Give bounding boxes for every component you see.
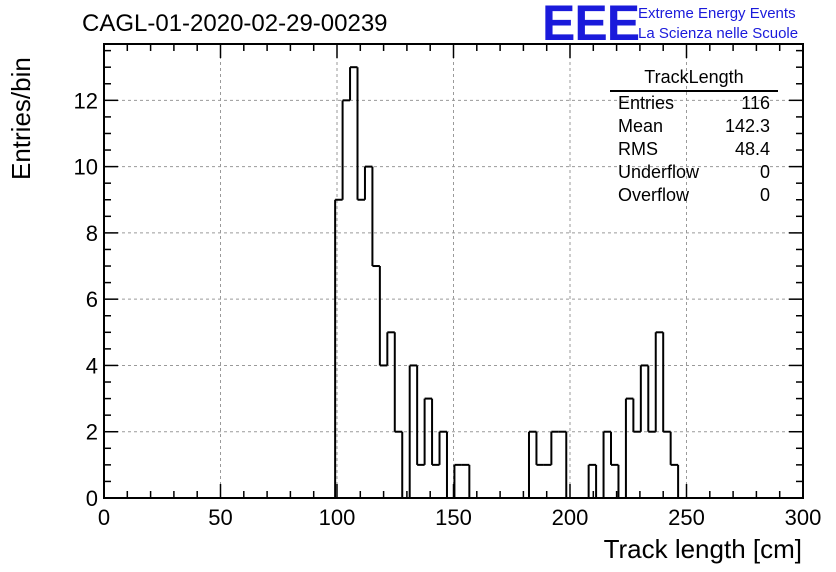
stats-row: Entries 116 [610,92,778,115]
stats-label: Overflow [618,185,690,205]
stats-row: Mean 142.3 [610,115,778,138]
logo-mark: EEE [542,0,640,51]
stats-value: 142.3 [724,116,770,136]
stats-label: Mean [618,116,664,136]
stats-row: Overflow 0 [610,184,778,207]
stats-title: TrackLength [610,67,778,92]
stats-label: Entries [618,93,675,113]
stats-value: 0 [759,162,770,182]
y-tick-label: 2 [86,420,98,445]
x-axis-title: Track length [cm] [603,534,802,564]
stats-box: TrackLength Entries 116 Mean 142.3 RMS 4… [610,67,778,207]
x-tick-label: 300 [785,505,822,530]
x-tick-label: 200 [552,505,589,530]
logo-line-2: La Scienza nelle Scuole [638,25,799,42]
stats-value: 116 [741,93,770,113]
x-tick-label: 150 [435,505,472,530]
y-tick-label: 6 [86,287,98,312]
y-tick-label: 8 [86,221,98,246]
stats-value: 0 [759,185,770,205]
x-tick-label: 50 [208,505,232,530]
stats-row: RMS 48.4 [610,138,778,161]
plot-title: CAGL-01-2020-02-29-00239 [82,10,388,37]
stats-row: Underflow 0 [610,161,778,184]
y-tick-label: 4 [86,353,98,378]
stats-label: Underflow [618,162,700,182]
histogram-outline [334,66,680,499]
axis-ticks [103,44,804,499]
x-tick-label: 250 [668,505,705,530]
y-tick-label: 12 [74,88,98,113]
y-tick-label: 0 [86,486,98,511]
y-axis-title: Entries/bin [6,57,36,180]
grid-lines [104,44,803,498]
x-tick-label: 100 [319,505,356,530]
tick-labels: 0 50 100 150 200 250 300 0 2 4 6 8 10 12 [74,88,822,530]
eee-logo: EEE Extreme Energy Events La Scienza nel… [542,0,836,48]
stats-label: RMS [618,139,658,159]
logo-line-1: Extreme Energy Events [638,5,796,22]
stats-value: 48.4 [734,139,770,159]
x-tick-label: 0 [98,505,110,530]
y-tick-label: 10 [74,155,98,180]
